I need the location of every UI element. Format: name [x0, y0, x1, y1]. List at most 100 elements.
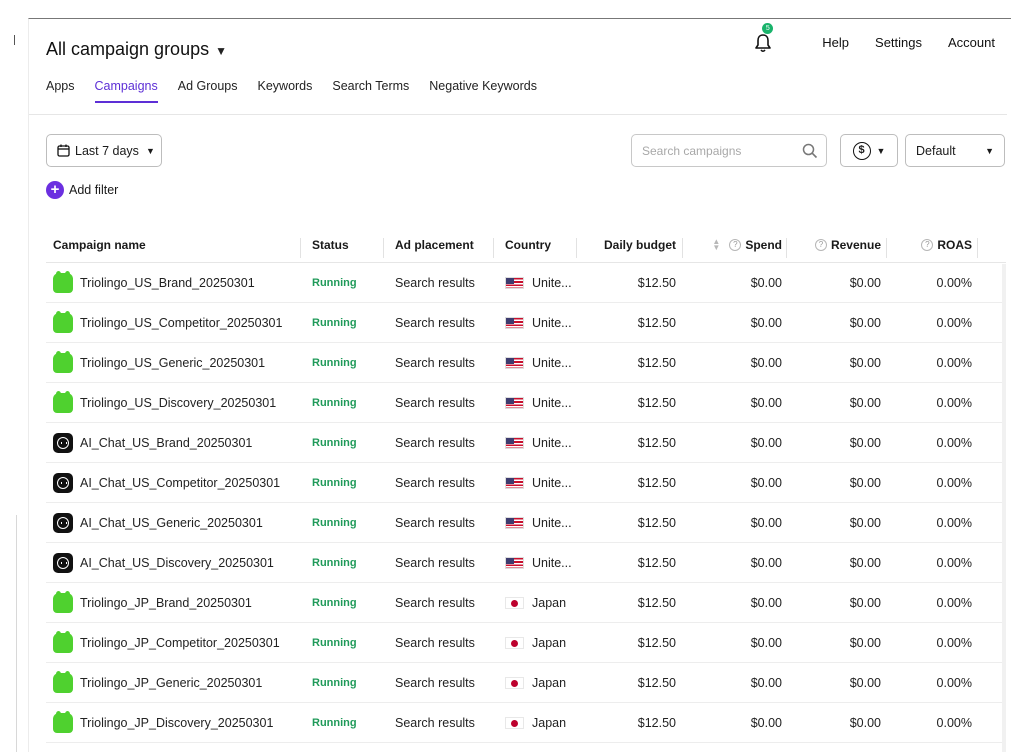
spend-cell: $0.00 — [750, 355, 782, 370]
status-cell: Running — [301, 543, 384, 582]
header-spend[interactable]: ▲ ▼? Spend — [683, 227, 787, 262]
campaign-name[interactable]: Triolingo_JP_Brand_20250301 — [80, 595, 252, 610]
campaign-name-cell[interactable]: AI_Chat_US_Discovery_20250301 — [46, 543, 301, 582]
date-range-button[interactable]: Last 7 days ▼ — [46, 134, 162, 167]
country-cell: Japan — [494, 703, 577, 742]
daily-budget-cell[interactable]: $12.50 — [637, 555, 676, 570]
campaign-name-cell[interactable]: Triolingo_JP_Competitor_20250301 — [46, 623, 301, 662]
daily-budget-cell[interactable]: $12.50 — [637, 395, 676, 410]
table-row[interactable]: AI_Chat_US_Competitor_20250301 Running Sea… — [46, 463, 1006, 503]
tab-campaigns[interactable]: Campaigns — [94, 79, 158, 103]
tab-ad-groups[interactable]: Ad Groups — [177, 79, 238, 93]
roas-cell: 0.00% — [936, 475, 972, 490]
daily-budget-cell[interactable]: $12.50 — [637, 315, 676, 330]
triolingo-app-icon — [53, 390, 73, 413]
campaign-name-cell[interactable]: Triolingo_JP_Brand_20250301 — [46, 583, 301, 622]
campaign-name-cell[interactable]: Triolingo_US_Generic_20250301 — [46, 343, 301, 382]
campaign-name-cell[interactable]: Triolingo_JP_Discovery_20250301 — [46, 703, 301, 742]
search-input[interactable] — [642, 143, 802, 158]
view-selector[interactable]: Default ▼ — [905, 134, 1005, 167]
daily-budget-cell[interactable]: $12.50 — [637, 475, 676, 490]
header-revenue[interactable]: ? Revenue — [787, 227, 887, 262]
campaign-name[interactable]: AI_Chat_US_Generic_20250301 — [80, 515, 263, 530]
campaign-name-cell[interactable]: AI_Chat_US_Competitor_20250301 — [46, 463, 301, 502]
roas-cell: 0.00% — [936, 595, 972, 610]
campaign-name-cell[interactable]: AI_Chat_US_Brand_20250301 — [46, 423, 301, 462]
header-campaign-name[interactable]: Campaign name — [46, 227, 301, 262]
sort-icon[interactable]: ▲ ▼ — [712, 236, 721, 252]
tab-negative-keywords[interactable]: Negative Keywords — [429, 79, 537, 93]
table-row[interactable]: Triolingo_JP_Discovery_20250301 Running Se… — [46, 703, 1006, 743]
table-row[interactable]: AI_Chat_US_Discovery_20250301 Running Sear… — [46, 543, 1006, 583]
tab-apps[interactable]: Apps — [46, 79, 75, 93]
help-icon[interactable]: ? — [921, 238, 934, 251]
header-daily-budget[interactable]: Daily budget — [577, 227, 683, 262]
calendar-icon — [57, 144, 70, 157]
daily-budget-cell[interactable]: $12.50 — [637, 435, 676, 450]
settings-link[interactable]: Settings — [875, 34, 923, 50]
table-row[interactable]: Triolingo_JP_Competitor_20250301 Running S… — [46, 623, 1006, 663]
table-row[interactable]: AI_Chat_US_Generic_20250301 Running Search… — [46, 503, 1006, 543]
header-status[interactable]: Status — [301, 227, 384, 262]
status-cell: Running — [301, 423, 384, 462]
campaign-name-cell[interactable]: Triolingo_US_Brand_20250301 — [46, 263, 301, 302]
daily-budget-cell[interactable]: $12.50 — [637, 515, 676, 530]
daily-budget-cell[interactable]: $12.50 — [637, 675, 676, 690]
triolingo-app-icon — [53, 670, 73, 693]
currency-button[interactable]: $ ▼ — [840, 134, 898, 167]
header-country[interactable]: Country — [494, 227, 577, 262]
tab-search-terms[interactable]: Search Terms — [332, 79, 410, 93]
table-row[interactable]: Triolingo_US_Competitor_20250301 Running S… — [46, 303, 1006, 343]
campaign-name[interactable]: Triolingo_JP_Competitor_20250301 — [80, 635, 280, 650]
table-row[interactable]: Triolingo_US_Brand_20250301 Running Search… — [46, 263, 1006, 303]
revenue-cell: $0.00 — [849, 275, 881, 290]
table-body: Triolingo_US_Brand_20250301 Running Search… — [46, 263, 1006, 743]
daily-budget-cell[interactable]: $12.50 — [637, 635, 676, 650]
campaign-name[interactable]: AI_Chat_US_Competitor_20250301 — [80, 475, 281, 490]
campaign-name-cell[interactable]: AI_Chat_US_Generic_20250301 — [46, 503, 301, 542]
daily-budget-cell[interactable]: $12.50 — [637, 355, 676, 370]
spend-cell: $0.00 — [750, 395, 782, 410]
tab-keywords[interactable]: Keywords — [257, 79, 313, 93]
status-cell: Running — [301, 623, 384, 662]
campaign-group-selector[interactable]: All campaign groups ▼ — [46, 39, 227, 60]
roas-cell: 0.00% — [936, 675, 972, 690]
campaign-name[interactable]: Triolingo_US_Brand_20250301 — [80, 275, 255, 290]
table-row[interactable]: Triolingo_US_Discovery_20250301 Running Se… — [46, 383, 1006, 423]
tab-bar: Apps Campaigns Ad Groups Keywords Search… — [46, 79, 537, 103]
campaign-name-cell[interactable]: Triolingo_JP_Generic_20250301 — [46, 663, 301, 702]
table-row[interactable]: Triolingo_US_Generic_20250301 Running Sear… — [46, 343, 1006, 383]
header-ad-placement[interactable]: Ad placement — [384, 227, 494, 262]
campaign-name-cell[interactable]: Triolingo_US_Competitor_20250301 — [46, 303, 301, 342]
notifications-button[interactable]: 5 — [750, 23, 780, 55]
daily-budget-cell[interactable]: $12.50 — [637, 715, 676, 730]
campaign-name[interactable]: Triolingo_US_Competitor_20250301 — [80, 315, 283, 330]
table-row[interactable]: Triolingo_JP_Generic_20250301 Running Sear… — [46, 663, 1006, 703]
daily-budget-cell[interactable]: $12.50 — [637, 275, 676, 290]
search-icon[interactable] — [802, 143, 818, 159]
account-link[interactable]: Account — [948, 34, 995, 50]
status-badge: Running — [312, 556, 357, 569]
daily-budget-cell[interactable]: $12.50 — [637, 595, 676, 610]
chevron-down-icon: ▼ — [215, 43, 227, 58]
campaign-name[interactable]: Triolingo_US_Generic_20250301 — [80, 355, 266, 370]
chevron-down-icon: ▼ — [145, 145, 155, 156]
date-range-label: Last 7 days — [75, 143, 139, 158]
header-roas[interactable]: ? ROAS — [887, 227, 978, 262]
help-icon[interactable]: ? — [729, 238, 742, 251]
add-filter-button[interactable]: + Add filter — [46, 181, 118, 199]
spend-cell: $0.00 — [750, 595, 782, 610]
campaign-name-cell[interactable]: Triolingo_US_Discovery_20250301 — [46, 383, 301, 422]
campaign-name[interactable]: Triolingo_JP_Generic_20250301 — [80, 675, 263, 690]
spend-cell: $0.00 — [750, 515, 782, 530]
campaign-name[interactable]: Triolingo_US_Discovery_20250301 — [80, 395, 277, 410]
table-row[interactable]: Triolingo_JP_Brand_20250301 Running Search… — [46, 583, 1006, 623]
table-row[interactable]: AI_Chat_US_Brand_20250301 Running Search r… — [46, 423, 1006, 463]
campaign-name[interactable]: AI_Chat_US_Brand_20250301 — [80, 435, 253, 450]
scrollbar-track[interactable] — [1002, 264, 1006, 752]
help-icon[interactable]: ? — [814, 238, 827, 251]
campaign-name[interactable]: AI_Chat_US_Discovery_20250301 — [80, 555, 274, 570]
help-link[interactable]: Help — [822, 34, 850, 50]
revenue-cell: $0.00 — [849, 675, 881, 690]
campaign-name[interactable]: Triolingo_JP_Discovery_20250301 — [80, 715, 274, 730]
